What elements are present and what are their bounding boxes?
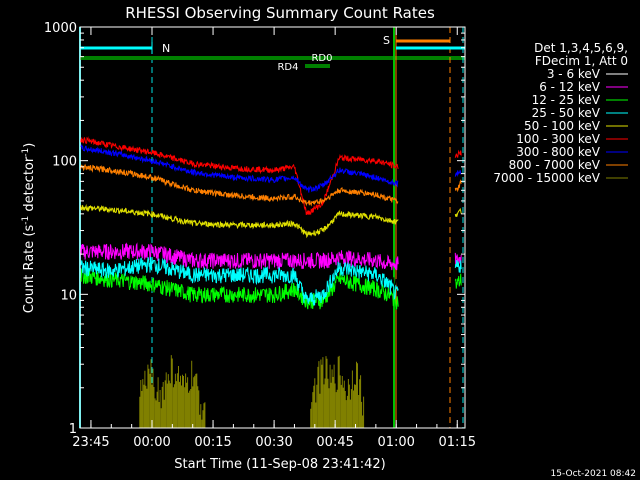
y-axis-label-exponent-1: -1 [21, 216, 31, 225]
legend-label: 12 - 25 keV [532, 93, 601, 107]
legend-label: 6 - 12 keV [539, 80, 601, 94]
y-axis-label-close: ) [22, 143, 37, 148]
footer-date: 15-Oct-2021 08:42 [551, 469, 636, 479]
series-line-2 [79, 267, 462, 311]
legend-header: Det 1,3,4,5,6,9, [534, 41, 628, 55]
x-axis: 23:45 00:00 00:15 00:30 00:45 01:00 01:15 [72, 27, 476, 450]
flare-label: S [383, 34, 390, 47]
y-tick-label: 1000 [44, 21, 77, 36]
night-label: N [162, 42, 170, 55]
series-line-7 [79, 163, 462, 207]
y-tick-label: 1 [69, 422, 77, 437]
y-axis-label-middle: detector [22, 156, 37, 216]
legend-label: 50 - 100 keV [524, 119, 601, 133]
legend-label: 100 - 300 keV [516, 132, 600, 146]
rd4-label: RD4 [277, 62, 298, 73]
x-tick-label: 00:00 [133, 435, 170, 450]
x-tick-label: 23:45 [72, 435, 109, 450]
legend-label: 300 - 800 keV [516, 145, 600, 159]
rd0-label: RD0 [311, 53, 332, 64]
x-tick-label: 00:45 [316, 435, 353, 450]
x-tick-label: 01:15 [439, 435, 476, 450]
series-line-8 [139, 355, 365, 428]
y-axis: 1 10 100 1000 [44, 21, 465, 437]
chart-title: RHESSI Observing Summary Count Rates [125, 4, 435, 22]
legend: Det 1,3,4,5,6,9,FDecim 1, Att 03 - 6 keV… [493, 41, 628, 185]
y-axis-label-exponent-2: -1 [21, 148, 31, 157]
series-layer [79, 136, 462, 428]
legend-header: FDecim 1, Att 0 [535, 54, 628, 68]
legend-label: 7000 - 15000 keV [493, 171, 600, 185]
x-tick-label: 01:00 [377, 435, 414, 450]
y-axis-label-main: Count Rate (s [22, 225, 37, 314]
series-line-3 [79, 256, 462, 307]
x-tick-label: 00:30 [255, 435, 292, 450]
series-line-4 [79, 203, 462, 239]
y-axis-label: Count Rate (s-1 detector-1) [21, 143, 37, 314]
legend-label: 800 - 7000 keV [509, 158, 601, 172]
x-tick-label: 00:15 [194, 435, 231, 450]
y-tick-label: 100 [52, 155, 77, 170]
x-axis-label: Start Time (11-Sep-08 23:41:42) [174, 457, 385, 472]
legend-label: 3 - 6 keV [547, 67, 601, 81]
series-line-1 [79, 242, 462, 271]
series-line-6 [80, 143, 462, 193]
legend-label: 25 - 50 keV [532, 106, 601, 120]
plot-frame [79, 26, 466, 429]
y-tick-label: 10 [60, 288, 77, 303]
series-line-5 [79, 136, 462, 216]
